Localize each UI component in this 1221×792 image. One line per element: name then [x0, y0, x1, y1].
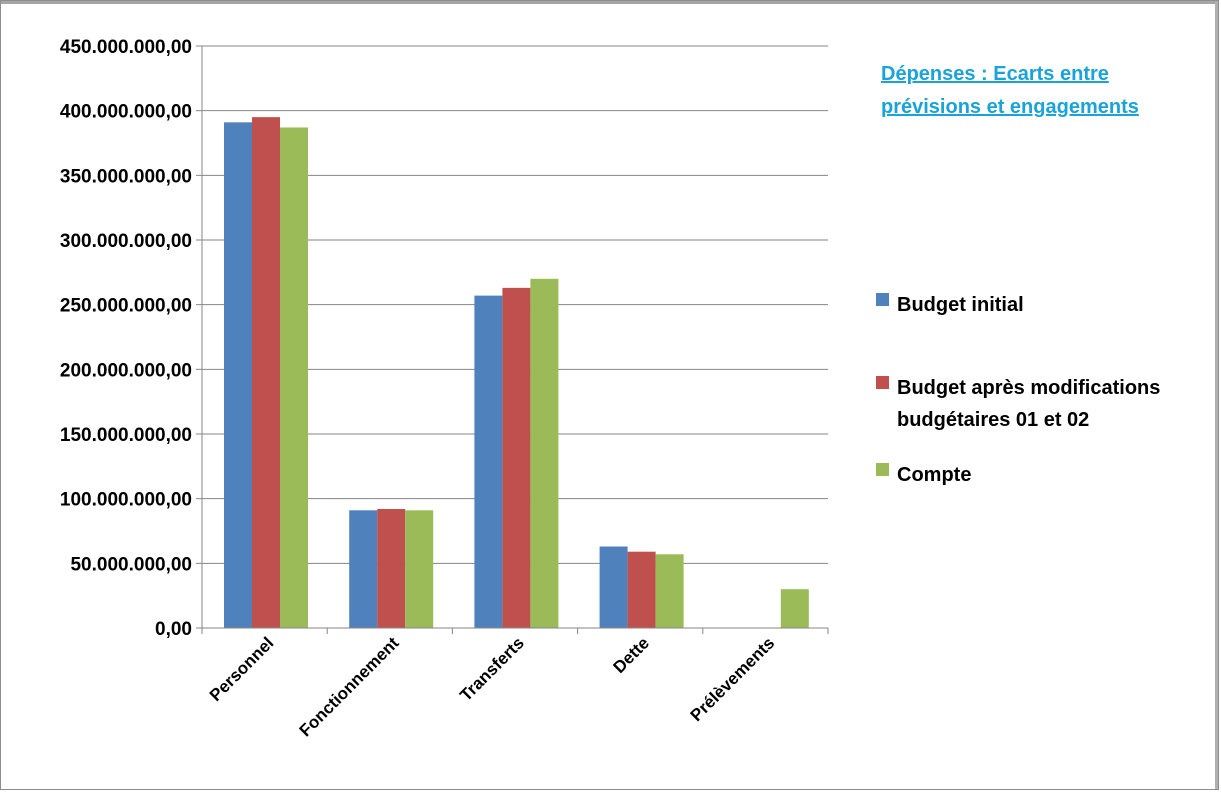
chart-title: Dépenses : Ecarts entre prévisions et eng…: [881, 63, 1139, 118]
legend-label: budgétaires 01 et 02: [897, 409, 1089, 431]
legend-label: Compte: [897, 464, 971, 486]
y-tick-label: 200.000.000,00: [60, 360, 192, 381]
bar-fonctionnement-series-1: [349, 510, 378, 628]
bars: [224, 117, 809, 628]
x-tick-label: Prélèvements: [687, 633, 779, 725]
y-tick-label: 150.000.000,00: [60, 425, 192, 446]
y-tick-label: 250.000.000,00: [60, 296, 192, 317]
legend-swatch: [876, 376, 889, 389]
y-tick-label: 450.000.000,00: [60, 37, 192, 58]
y-tick-label: 0,00: [155, 619, 192, 640]
y-tick-label: 400.000.000,00: [60, 102, 192, 123]
bar-dette-series-3: [655, 554, 684, 628]
legend-label: Budget après modifications: [897, 377, 1160, 399]
x-axis: Personnel Fonctionnement Transferts Dette Pr…: [201, 627, 829, 740]
legend: Budget initial Budget après modifications…: [876, 293, 1160, 486]
chart-title-line: Dépenses : Ecarts entre: [881, 63, 1109, 85]
x-tick-label: Personnel: [206, 633, 278, 705]
legend-label: Budget initial: [897, 294, 1024, 316]
bar-personnel-series-1: [224, 122, 252, 628]
bar-transferts-series-1: [474, 295, 503, 628]
bar-fonctionnement-series-3: [405, 510, 434, 628]
y-tick-label: 50.000.000,00: [70, 554, 192, 575]
legend-swatch: [876, 463, 889, 476]
y-tick-label: 350.000.000,00: [60, 166, 192, 187]
chart-title-line: prévisions et engagements: [881, 96, 1139, 118]
bar-transferts-series-2: [502, 287, 531, 628]
bar-prélèvements-series-3: [780, 589, 809, 628]
bar-personnel-series-3: [280, 127, 308, 628]
bar-personnel-series-2: [252, 117, 280, 628]
legend-swatch: [876, 293, 889, 306]
y-tick-label: 300.000.000,00: [60, 231, 192, 252]
bar-dette-series-1: [599, 546, 628, 628]
bar-dette-series-2: [627, 551, 656, 628]
y-tick-label: 100.000.000,00: [60, 490, 192, 511]
x-tick-label: Dette: [610, 633, 653, 676]
x-tick-label: Fonctionnement: [296, 633, 403, 740]
x-tick-label: Transferts: [456, 633, 528, 705]
y-axis: 0,00 50.000.000,00 100.000.000,00 150.000.0…: [60, 37, 203, 640]
bar-fonctionnement-series-2: [377, 509, 406, 628]
bar-transferts-series-3: [530, 278, 559, 628]
